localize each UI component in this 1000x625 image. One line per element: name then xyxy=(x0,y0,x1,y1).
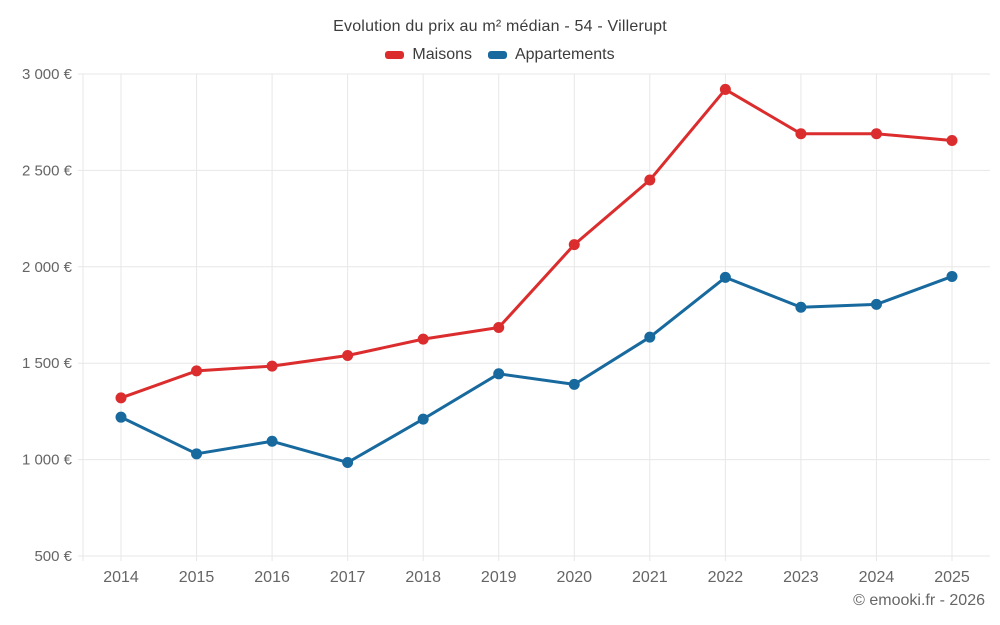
data-point-maisons-2023 xyxy=(795,128,807,140)
data-point-appartements-2016 xyxy=(266,435,278,447)
y-axis-label: 2 000 € xyxy=(22,259,73,276)
data-point-maisons-2019 xyxy=(493,322,505,334)
x-axis-label: 2024 xyxy=(859,569,895,586)
legend-swatch-appartements xyxy=(487,51,507,59)
data-point-appartements-2023 xyxy=(795,301,807,313)
series-line-maisons xyxy=(119,87,954,400)
legend-swatch-maisons xyxy=(385,51,405,59)
legend-label-appartements: Appartements xyxy=(514,46,615,63)
data-point-appartements-2025 xyxy=(946,270,958,282)
data-point-maisons-2015 xyxy=(191,365,203,377)
data-point-maisons-2018 xyxy=(417,333,429,345)
data-point-maisons-2014 xyxy=(115,392,127,404)
y-axis-label: 1 000 € xyxy=(22,452,73,469)
x-axis-label: 2018 xyxy=(405,569,441,586)
data-point-maisons-2017 xyxy=(342,349,354,361)
chart-title: Evolution du prix au m² médian - 54 - Vi… xyxy=(333,18,667,35)
data-point-appartements-2022 xyxy=(719,271,731,283)
data-point-maisons-2021 xyxy=(644,174,656,186)
x-axis-label: 2020 xyxy=(556,569,592,586)
data-point-appartements-2015 xyxy=(191,448,203,460)
x-axis-label: 2016 xyxy=(254,569,290,586)
data-point-maisons-2022 xyxy=(719,83,731,95)
series-line-appartements xyxy=(119,274,954,464)
x-axis-label: 2025 xyxy=(934,569,970,586)
data-point-appartements-2021 xyxy=(644,331,656,343)
data-point-appartements-2019 xyxy=(493,368,505,380)
legend-item-maisons[interactable]: Maisons xyxy=(385,46,472,64)
data-point-maisons-2025 xyxy=(946,135,958,147)
x-axis-label: 2022 xyxy=(708,569,744,586)
y-axis-label: 1 500 € xyxy=(22,355,73,372)
data-point-appartements-2024 xyxy=(870,298,882,310)
data-point-maisons-2016 xyxy=(266,360,278,372)
data-point-appartements-2018 xyxy=(417,413,429,425)
data-point-appartements-2020 xyxy=(568,378,580,390)
data-point-appartements-2014 xyxy=(115,411,127,423)
y-axis-label: 3 000 € xyxy=(22,66,73,83)
x-axis-label: 2014 xyxy=(103,569,139,586)
x-axis-label: 2015 xyxy=(179,569,215,586)
x-axis-label: 2017 xyxy=(330,569,366,586)
data-point-maisons-2024 xyxy=(870,128,882,140)
data-point-appartements-2017 xyxy=(342,456,354,468)
x-axis-label: 2023 xyxy=(783,569,819,586)
legend-label-maisons: Maisons xyxy=(412,46,472,63)
chart-legend: Maisons Appartements xyxy=(0,46,1000,64)
copyright-credit: © emooki.fr - 2026 xyxy=(853,592,985,609)
y-axis-label: 2 500 € xyxy=(22,162,73,179)
legend-item-appartements[interactable]: Appartements xyxy=(487,46,615,64)
y-axis-label: 500 € xyxy=(34,548,72,565)
x-axis-label: 2021 xyxy=(632,569,668,586)
data-point-maisons-2020 xyxy=(568,239,580,251)
x-axis-label: 2019 xyxy=(481,569,517,586)
